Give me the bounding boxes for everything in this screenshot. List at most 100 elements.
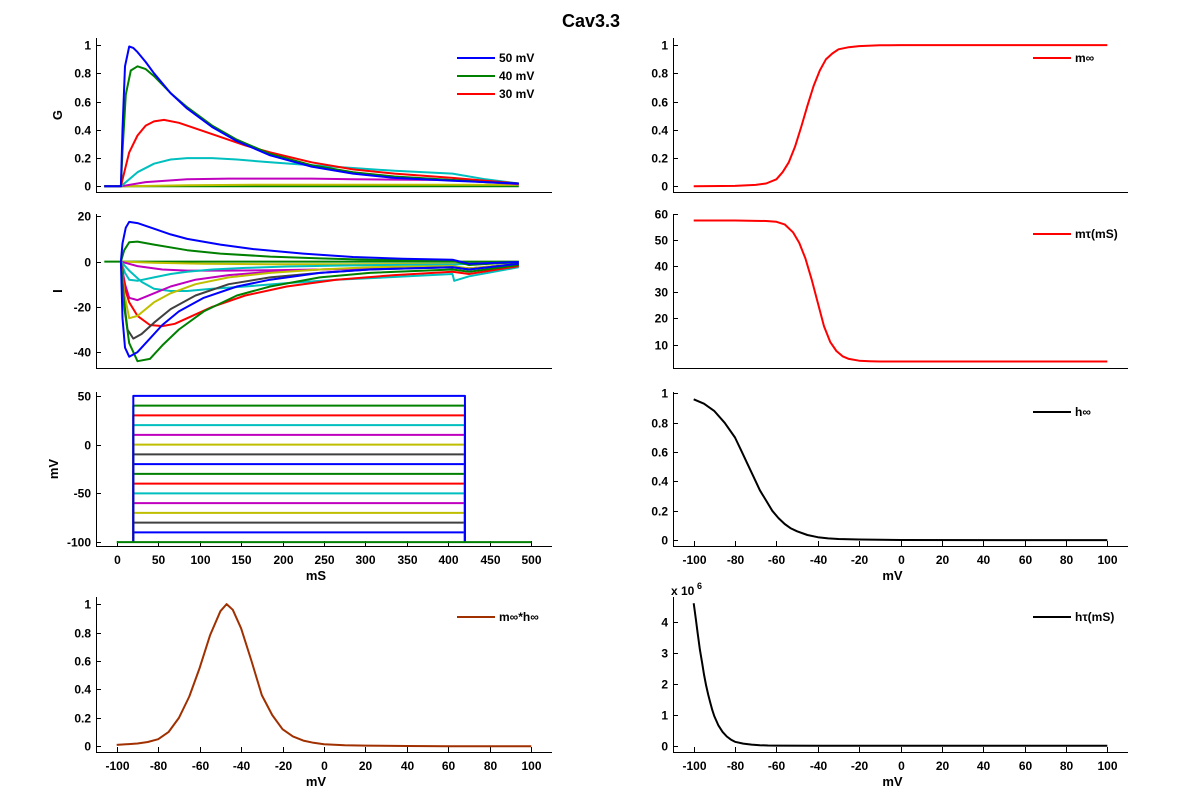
y-tick-label: 1: [84, 39, 91, 53]
voltage-step-10: [132, 433, 466, 543]
y-tick-label: 0.8: [651, 417, 668, 431]
y-tick-label: 40: [655, 260, 669, 274]
legend-label: hτ(mS): [1075, 610, 1114, 624]
x-tick-label: -80: [150, 759, 168, 773]
y-tick-label: 0.8: [651, 67, 668, 81]
panel-current: -40 -20 0 20 I: [50, 210, 552, 369]
x-tick-label: 0: [898, 553, 905, 567]
x-tick-label: 80: [1060, 553, 1074, 567]
x-tick-label: -20: [851, 759, 869, 773]
y-tick-label: 1: [661, 39, 668, 53]
x-axis-label: mS: [306, 568, 327, 583]
x-tick-label: -20: [275, 759, 293, 773]
y-axis-label: I: [50, 289, 65, 293]
series-line-30-mv: [104, 118, 519, 188]
x-tick-label: -60: [768, 759, 786, 773]
x-tick-label: 60: [442, 759, 456, 773]
y-tick-label: 0.4: [74, 683, 91, 697]
x-tick-label: 450: [480, 553, 500, 567]
voltage-step-neg50: [132, 492, 466, 543]
y-tick-label: 1: [661, 709, 668, 723]
y-tick-label: 0: [84, 180, 91, 194]
x-tick-label: -40: [233, 759, 251, 773]
y-tick-label: 0: [84, 256, 91, 270]
axis-lines: [96, 214, 552, 369]
voltage-step-neg90: [132, 531, 466, 543]
figure-title: Cav3.3: [562, 11, 620, 31]
legend-label: m∞*h∞: [499, 610, 539, 624]
series-group: [104, 45, 519, 188]
y-scale-exponent: x 10: [671, 584, 695, 598]
series-group: [693, 398, 1108, 542]
y-tick-label: 0: [661, 180, 668, 194]
x-tick-label: 350: [397, 553, 417, 567]
panel-h-tau: 0 1 2 3 4 -100 -80 -60 -40 -20 0 20 40 60 80 100 mV x 10 6…: [661, 581, 1128, 789]
y-tick-label: 0.6: [74, 655, 91, 669]
y-tick-label: 50: [655, 234, 669, 248]
y-tick-label: 1: [661, 387, 668, 401]
y-tick-label: 0.2: [651, 152, 668, 166]
y-tick-label: 4: [661, 616, 668, 630]
y-tick-label: 1: [84, 598, 91, 612]
series-line-40-mv: [104, 65, 519, 188]
panel-m-inf: 0 0.2 0.4 0.6 0.8 1 m∞: [651, 38, 1128, 194]
series-line-50-mv: [104, 45, 519, 188]
y-axis-label: mV: [46, 459, 61, 480]
y-tick-label: 10: [655, 339, 669, 353]
legend-label: mτ(mS): [1075, 227, 1118, 241]
series-group: [692, 603, 1108, 747]
x-tick-label: 100: [1097, 553, 1117, 567]
series-line-m-ms-: [693, 219, 1108, 363]
series-line-m-: [693, 44, 1108, 188]
y-tick-label: 20: [78, 210, 92, 224]
series-line-h-ms-: [692, 603, 1108, 747]
x-tick-label: 40: [401, 759, 415, 773]
x-tick-label: -100: [105, 759, 129, 773]
y-tick-label: -20: [74, 301, 92, 315]
x-tick-label: 0: [321, 759, 328, 773]
voltage-step-neg10: [132, 453, 466, 543]
series-line--40-mv: [120, 260, 519, 292]
x-tick-label: -20: [851, 553, 869, 567]
x-tick-label: -60: [192, 759, 210, 773]
y-tick-label: -100: [67, 536, 91, 550]
x-tick-label: -80: [727, 553, 745, 567]
legend-label: 30 mV: [499, 87, 534, 101]
x-tick-label: 60: [1019, 759, 1033, 773]
y-tick-label: 0: [661, 740, 668, 754]
series-line-50-mv: [119, 220, 519, 265]
x-tick-label: 100: [1097, 759, 1117, 773]
y-tick-label: 0.6: [651, 446, 668, 460]
axis-lines: [96, 38, 552, 193]
y-tick-label: 2: [661, 678, 668, 692]
y-tick-label: 30: [655, 286, 669, 300]
x-tick-label: 40: [977, 553, 991, 567]
x-axis-label: mV: [306, 774, 327, 789]
series-line-m-h-: [116, 603, 532, 748]
panel-conductance: 0 0.2 0.4 0.6 0.8 1 G 50 mV 40 mV 30 mV: [50, 38, 552, 194]
voltage-step-50: [132, 394, 466, 543]
axis-lines: [96, 392, 552, 547]
y-scale-exponent-power: 6: [697, 581, 702, 591]
x-tick-label: 100: [521, 759, 541, 773]
x-tick-label: -100: [682, 759, 706, 773]
y-tick-label: -50: [74, 487, 92, 501]
panel-m-tau: 10 20 30 40 50 60 mτ(mS): [655, 208, 1128, 369]
y-tick-label: 0.8: [74, 67, 91, 81]
series-group: [116, 394, 532, 544]
x-tick-label: -40: [810, 553, 828, 567]
x-tick-label: 20: [936, 553, 950, 567]
series-line-30-mv: [119, 261, 519, 358]
axis-lines: [96, 597, 552, 753]
y-tick-label: 60: [655, 208, 669, 222]
y-tick-label: 0.4: [74, 124, 91, 138]
y-tick-label: 0: [84, 740, 91, 754]
y-tick-label: 0.4: [651, 475, 668, 489]
y-tick-label: 0.8: [74, 627, 91, 641]
series-line-20-mv: [119, 261, 519, 363]
series-line-h-: [693, 398, 1108, 542]
legend-label: h∞: [1075, 405, 1091, 419]
y-tick-label: 0.6: [651, 96, 668, 110]
